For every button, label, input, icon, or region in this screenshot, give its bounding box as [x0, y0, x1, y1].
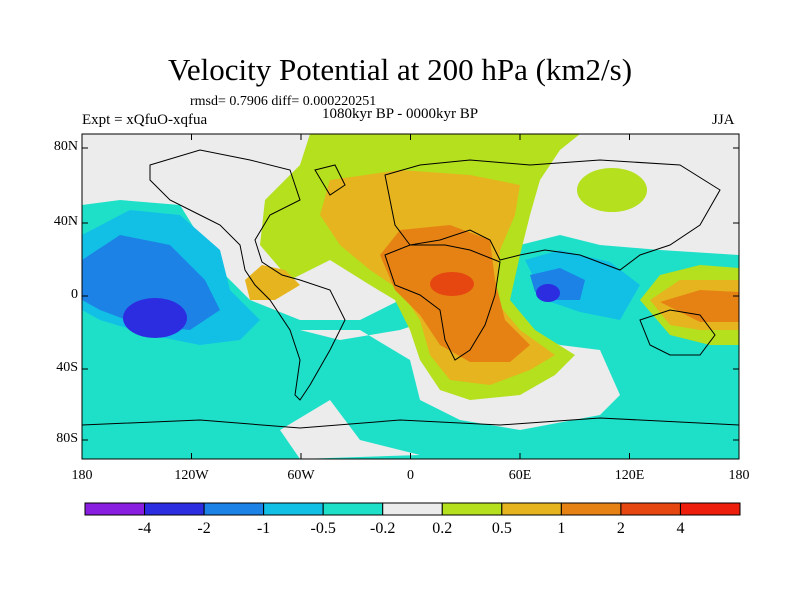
colorbar-label: -4 [137, 520, 152, 537]
positive-patch-americas [245, 265, 300, 300]
colorbar-swatch [382, 502, 443, 516]
lon-tick-label: 0 [407, 468, 414, 483]
colorbar-swatch [84, 502, 146, 516]
colorbar-label: 1 [557, 520, 566, 537]
colorbar-swatch [144, 502, 205, 516]
colorbar-swatch [620, 502, 681, 516]
colorbar-swatch [203, 502, 265, 516]
colorbar-label: 2 [616, 520, 625, 537]
experiment-label: Expt = xQfuO-xqfua [82, 112, 208, 128]
season-label: JJA [712, 112, 735, 128]
positive-core-4 [430, 272, 474, 296]
lon-tick-label: 60E [508, 468, 532, 483]
lon-tick-label: 120W [174, 468, 209, 483]
lat-tick-label: 40N [53, 214, 78, 229]
colorbar-label: 0.2 [432, 520, 453, 537]
axis-ticks [81, 134, 740, 459]
lon-tick-label: 120E [614, 468, 645, 483]
colorbar-label: 4 [676, 520, 685, 537]
plot-title: Velocity Potential at 200 hPa (km2/s) [167, 52, 633, 87]
coastline-greenland [314, 164, 346, 196]
stats-text: rmsd= 0.7906 diff= 0.000220251 [190, 94, 377, 109]
colorbar-swatch [679, 502, 741, 516]
lon-tick-label: 60W [287, 468, 315, 483]
negative-region-1 [82, 235, 220, 330]
positive-patch-northeast [577, 168, 647, 212]
colorbar-label: -0.2 [370, 520, 396, 537]
lat-tick-label: 40S [56, 360, 78, 375]
neutral-southwest-region [280, 400, 420, 459]
coastline-africa [384, 244, 501, 361]
colorbar [84, 502, 741, 516]
negative-core-pacific [123, 298, 187, 338]
colorbar-swatch [441, 502, 503, 516]
negative-core-indian [536, 284, 560, 302]
colorbar-swatch [322, 502, 384, 516]
coastlines [82, 149, 739, 429]
colorbar-swatch [560, 502, 622, 516]
colorbar-label: -2 [197, 520, 211, 537]
lon-tick-label: 180 [71, 468, 93, 483]
coastline-antarctica [82, 417, 739, 429]
coastline-americas [149, 149, 346, 401]
colorbar-label: -0.5 [310, 520, 336, 537]
lat-tick-label: 80N [53, 139, 78, 154]
colorbar-label: -1 [256, 520, 271, 537]
lat-tick-label: 80S [56, 431, 78, 446]
contour-field [82, 134, 739, 459]
colorbar-swatch [501, 502, 562, 516]
coastline-eurasia [384, 159, 721, 271]
lon-tick-label: 180 [728, 468, 750, 483]
positive-region-east-2 [660, 290, 739, 322]
period-label: 1080kyr BP - 0000kyr BP [322, 106, 479, 122]
coastline-australia [639, 309, 716, 356]
colorbar-swatch [263, 502, 324, 516]
colorbar-label: 0.5 [491, 520, 512, 537]
lat-tick-label: 0 [71, 287, 78, 302]
